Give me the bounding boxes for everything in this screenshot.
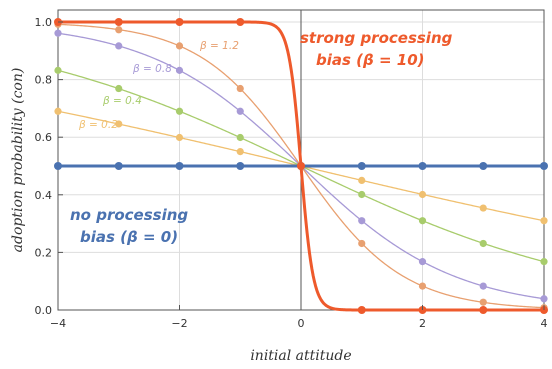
y-axis-title: adoption probability (con) bbox=[10, 68, 26, 253]
data-point-beta-1.2 bbox=[236, 84, 244, 93]
data-point-beta-10 bbox=[175, 18, 184, 26]
data-point-beta-0 bbox=[479, 162, 488, 170]
data-point-beta-0.2 bbox=[115, 120, 123, 128]
x-axis-title: initial attitude bbox=[250, 348, 351, 364]
series-label-beta-10: bias (β = 10) bbox=[316, 51, 425, 69]
data-point-beta-1.2 bbox=[479, 298, 487, 306]
data-point-beta-0 bbox=[54, 162, 62, 170]
axis-ticks: −4 −2 0 2 4 0.0 0.2 0.4 0.6 0.8 1.0 bbox=[35, 16, 548, 330]
data-point-beta-1.2 bbox=[358, 239, 366, 248]
y-tick-label: 1.0 bbox=[35, 16, 53, 29]
series-label-beta-0: bias (β = 0) bbox=[80, 228, 178, 246]
data-point-beta-0.2 bbox=[54, 107, 62, 115]
y-tick-label: 0.6 bbox=[35, 131, 53, 144]
y-tick-label: 0.4 bbox=[35, 189, 53, 202]
y-tick-label: 0.0 bbox=[35, 304, 53, 317]
data-point-beta-0 bbox=[236, 162, 245, 170]
series-label-beta-0.2: β = 0.2 bbox=[78, 119, 118, 131]
data-point-beta-0.4 bbox=[175, 107, 184, 115]
x-tick-label: 2 bbox=[419, 317, 426, 330]
series-label-beta-10: strong processing bbox=[300, 29, 453, 47]
series-labels: no processing bias (β = 0) β = 0.2 β = 0.4 β… bbox=[70, 29, 453, 246]
data-point-beta-1.2 bbox=[175, 42, 184, 50]
data-point-beta-10 bbox=[297, 162, 305, 170]
data-point-beta-0.8 bbox=[236, 107, 244, 115]
data-point-beta-10 bbox=[479, 306, 488, 314]
x-tick-label: 0 bbox=[298, 317, 305, 330]
series-label-beta-0.8: β = 0.8 bbox=[132, 63, 172, 75]
x-tick-label: −2 bbox=[171, 317, 187, 330]
y-tick-label: 0.2 bbox=[35, 246, 53, 259]
x-tick-label: 4 bbox=[541, 317, 548, 330]
data-point-beta-0.2 bbox=[175, 133, 184, 142]
data-point-beta-10 bbox=[114, 18, 123, 26]
data-point-beta-0.2 bbox=[479, 204, 487, 212]
data-point-beta-0.8 bbox=[54, 29, 62, 37]
data-point-beta-0.4 bbox=[479, 239, 487, 248]
data-point-beta-0.4 bbox=[54, 66, 62, 74]
data-point-beta-0.4 bbox=[236, 133, 244, 142]
data-point-beta-0.2 bbox=[540, 217, 548, 225]
data-point-beta-0 bbox=[418, 162, 427, 170]
series-label-beta-0: no processing bbox=[70, 206, 188, 224]
data-point-beta-0.8 bbox=[479, 282, 487, 290]
series-points bbox=[54, 18, 548, 314]
data-point-beta-0 bbox=[357, 162, 366, 170]
data-point-beta-0 bbox=[114, 162, 123, 170]
data-point-beta-0.4 bbox=[115, 84, 123, 93]
data-point-beta-0.4 bbox=[418, 217, 427, 225]
x-tick-label: −4 bbox=[50, 317, 66, 330]
data-point-beta-0 bbox=[540, 162, 548, 170]
data-point-beta-0.8 bbox=[418, 258, 427, 266]
data-point-beta-1.2 bbox=[418, 282, 427, 290]
data-point-beta-10 bbox=[357, 306, 366, 314]
data-point-beta-0.4 bbox=[540, 258, 548, 266]
data-point-beta-10 bbox=[236, 18, 245, 26]
data-point-beta-0.8 bbox=[540, 295, 548, 303]
data-point-beta-0.8 bbox=[115, 42, 123, 50]
data-point-beta-0.8 bbox=[358, 217, 366, 225]
data-point-beta-0.4 bbox=[358, 190, 366, 199]
data-point-beta-0.2 bbox=[418, 190, 427, 199]
data-point-beta-1.2 bbox=[115, 26, 123, 34]
data-point-beta-0.2 bbox=[236, 148, 244, 156]
data-point-beta-0.8 bbox=[175, 66, 184, 74]
series-label-beta-1.2: β = 1.2 bbox=[199, 40, 239, 52]
series-label-beta-0.4: β = 0.4 bbox=[102, 95, 142, 107]
data-point-beta-0 bbox=[175, 162, 184, 170]
y-tick-label: 0.8 bbox=[35, 74, 53, 87]
data-point-beta-0.2 bbox=[358, 176, 366, 184]
